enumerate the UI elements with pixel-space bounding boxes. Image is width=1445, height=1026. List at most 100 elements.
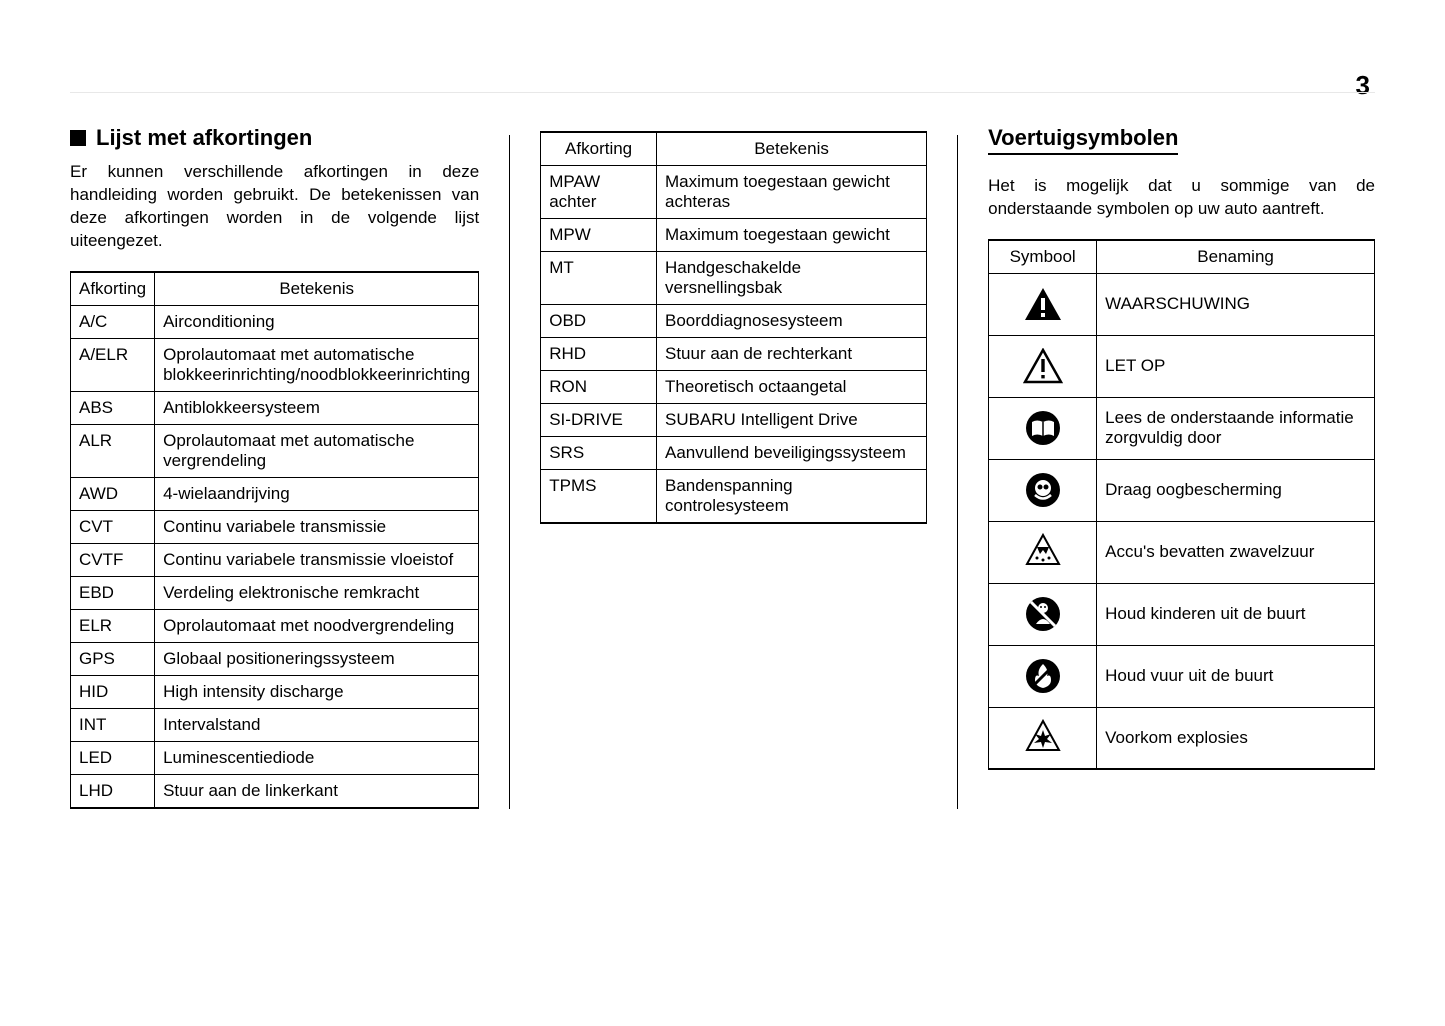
- column-1: Lijst met afkortingen Er kunnen verschil…: [70, 125, 479, 809]
- meaning-cell: Luminescentiediode: [155, 741, 479, 774]
- abbr-cell: INT: [71, 708, 155, 741]
- table-row: Accu's bevatten zwavelzuur: [989, 521, 1375, 583]
- meaning-cell: Bandenspanning controlesysteem: [656, 470, 926, 524]
- meaning-cell: High intensity discharge: [155, 675, 479, 708]
- table-row: ALROprolautomaat met automatische vergre…: [71, 424, 479, 477]
- symbol-name-cell: Houd kinderen uit de buurt: [1097, 583, 1375, 645]
- symbol-name-cell: Lees de onderstaande informatie zorgvuld…: [1097, 397, 1375, 459]
- table-row: Draag oogbescherming: [989, 459, 1375, 521]
- abbr-cell: RON: [541, 371, 657, 404]
- meaning-cell: Maximum toegestaan gewicht: [656, 219, 926, 252]
- meaning-cell: Continu variabele transmissie vloeistof: [155, 543, 479, 576]
- abbr-cell: SRS: [541, 437, 657, 470]
- abbr-cell: LED: [71, 741, 155, 774]
- header-name: Benaming: [1097, 240, 1375, 274]
- abbr-cell: SI-DRIVE: [541, 404, 657, 437]
- abbr-cell: A/C: [71, 305, 155, 338]
- page-content: Lijst met afkortingen Er kunnen verschil…: [70, 125, 1375, 809]
- table-row: Voorkom explosies: [989, 707, 1375, 769]
- table-row: LEDLuminescentiediode: [71, 741, 479, 774]
- table-row: ELROprolautomaat met noodvergrendeling: [71, 609, 479, 642]
- table-row: CVTFContinu variabele transmissie vloeis…: [71, 543, 479, 576]
- explosion-icon: [989, 707, 1097, 769]
- abbr-cell: OBD: [541, 305, 657, 338]
- symbols-title: Voertuigsymbolen: [988, 125, 1178, 155]
- column-3: Voertuigsymbolen Het is mogelijk dat u s…: [988, 125, 1375, 809]
- header-abbr: Afkorting: [71, 272, 155, 306]
- header-meaning: Betekenis: [155, 272, 479, 306]
- symbol-name-cell: Accu's bevatten zwavelzuur: [1097, 521, 1375, 583]
- table-row: RHDStuur aan de rechterkant: [541, 338, 927, 371]
- meaning-cell: 4-wielaandrijving: [155, 477, 479, 510]
- table-row: LET OP: [989, 335, 1375, 397]
- header-meaning: Betekenis: [656, 132, 926, 166]
- meaning-cell: Boorddiagnosesysteem: [656, 305, 926, 338]
- table-row: Houd kinderen uit de buurt: [989, 583, 1375, 645]
- abbreviations-title-text: Lijst met afkortingen: [96, 125, 312, 151]
- abbr-cell: LHD: [71, 774, 155, 808]
- meaning-cell: Oprolautomaat met automatische vergrende…: [155, 424, 479, 477]
- table-row: MPAW achterMaximum toegestaan gewicht ac…: [541, 166, 927, 219]
- symbol-name-cell: Voorkom explosies: [1097, 707, 1375, 769]
- table-row: TPMSBandenspanning controlesysteem: [541, 470, 927, 524]
- warning-solid-icon: [989, 273, 1097, 335]
- abbr-cell: AWD: [71, 477, 155, 510]
- table-row: SI-DRIVESUBARU Intelligent Drive: [541, 404, 927, 437]
- table-header-row: Afkorting Betekenis: [541, 132, 927, 166]
- symbol-name-cell: Draag oogbescherming: [1097, 459, 1375, 521]
- meaning-cell: Handgeschakelde versnellingsbak: [656, 252, 926, 305]
- table-row: MTHandgeschakelde versnellingsbak: [541, 252, 927, 305]
- symbol-name-cell: WAARSCHUWING: [1097, 273, 1375, 335]
- table-row: SRSAanvullend beveiligingssysteem: [541, 437, 927, 470]
- meaning-cell: Stuur aan de rechterkant: [656, 338, 926, 371]
- abbr-cell: ALR: [71, 424, 155, 477]
- meaning-cell: Antiblokkeersysteem: [155, 391, 479, 424]
- table-row: HIDHigh intensity discharge: [71, 675, 479, 708]
- abbr-cell: GPS: [71, 642, 155, 675]
- abbreviations-intro: Er kunnen verschillende afkortingen in d…: [70, 161, 479, 253]
- eye-protection-icon: [989, 459, 1097, 521]
- square-bullet-icon: [70, 130, 86, 146]
- meaning-cell: Continu variabele transmissie: [155, 510, 479, 543]
- abbr-cell: CVT: [71, 510, 155, 543]
- keep-children-away-icon: [989, 583, 1097, 645]
- table-header-row: Symbool Benaming: [989, 240, 1375, 274]
- abbr-cell: MPW: [541, 219, 657, 252]
- page-number: 3: [1356, 70, 1370, 101]
- abbr-cell: RHD: [541, 338, 657, 371]
- table-header-row: Afkorting Betekenis: [71, 272, 479, 306]
- abbr-cell: MT: [541, 252, 657, 305]
- meaning-cell: SUBARU Intelligent Drive: [656, 404, 926, 437]
- column-separator-2: [957, 135, 958, 809]
- symbols-table: Symbool Benaming WAARSCHUWINGLET OPLees …: [988, 239, 1375, 771]
- abbr-cell: HID: [71, 675, 155, 708]
- abbr-cell: TPMS: [541, 470, 657, 524]
- meaning-cell: Theoretisch octaangetal: [656, 371, 926, 404]
- abbr-cell: EBD: [71, 576, 155, 609]
- table-row: GPSGlobaal positioneringssysteem: [71, 642, 479, 675]
- meaning-cell: Oprolautomaat met automatische blokkeeri…: [155, 338, 479, 391]
- abbr-cell: CVTF: [71, 543, 155, 576]
- meaning-cell: Aanvullend beveiligingssysteem: [656, 437, 926, 470]
- abbreviations-table-1: Afkorting Betekenis A/CAirconditioningA/…: [70, 271, 479, 809]
- abbreviations-table-2: Afkorting Betekenis MPAW achterMaximum t…: [540, 131, 927, 524]
- abbr-cell: ABS: [71, 391, 155, 424]
- column-separator-1: [509, 135, 510, 809]
- caution-outline-icon: [989, 335, 1097, 397]
- table-row: MPWMaximum toegestaan gewicht: [541, 219, 927, 252]
- meaning-cell: Verdeling elektronische remkracht: [155, 576, 479, 609]
- meaning-cell: Maximum toegestaan gewicht achteras: [656, 166, 926, 219]
- abbr-cell: A/ELR: [71, 338, 155, 391]
- meaning-cell: Airconditioning: [155, 305, 479, 338]
- abbr-cell: MPAW achter: [541, 166, 657, 219]
- symbols-intro: Het is mogelijk dat u sommige van de ond…: [988, 175, 1375, 221]
- column-2: Afkorting Betekenis MPAW achterMaximum t…: [540, 125, 927, 809]
- symbol-name-cell: Houd vuur uit de buurt: [1097, 645, 1375, 707]
- table-row: A/ELROprolautomaat met automatische blok…: [71, 338, 479, 391]
- table-row: A/CAirconditioning: [71, 305, 479, 338]
- table-row: INTIntervalstand: [71, 708, 479, 741]
- meaning-cell: Oprolautomaat met noodvergrendeling: [155, 609, 479, 642]
- symbol-name-cell: LET OP: [1097, 335, 1375, 397]
- header-rule: [70, 92, 1375, 93]
- meaning-cell: Intervalstand: [155, 708, 479, 741]
